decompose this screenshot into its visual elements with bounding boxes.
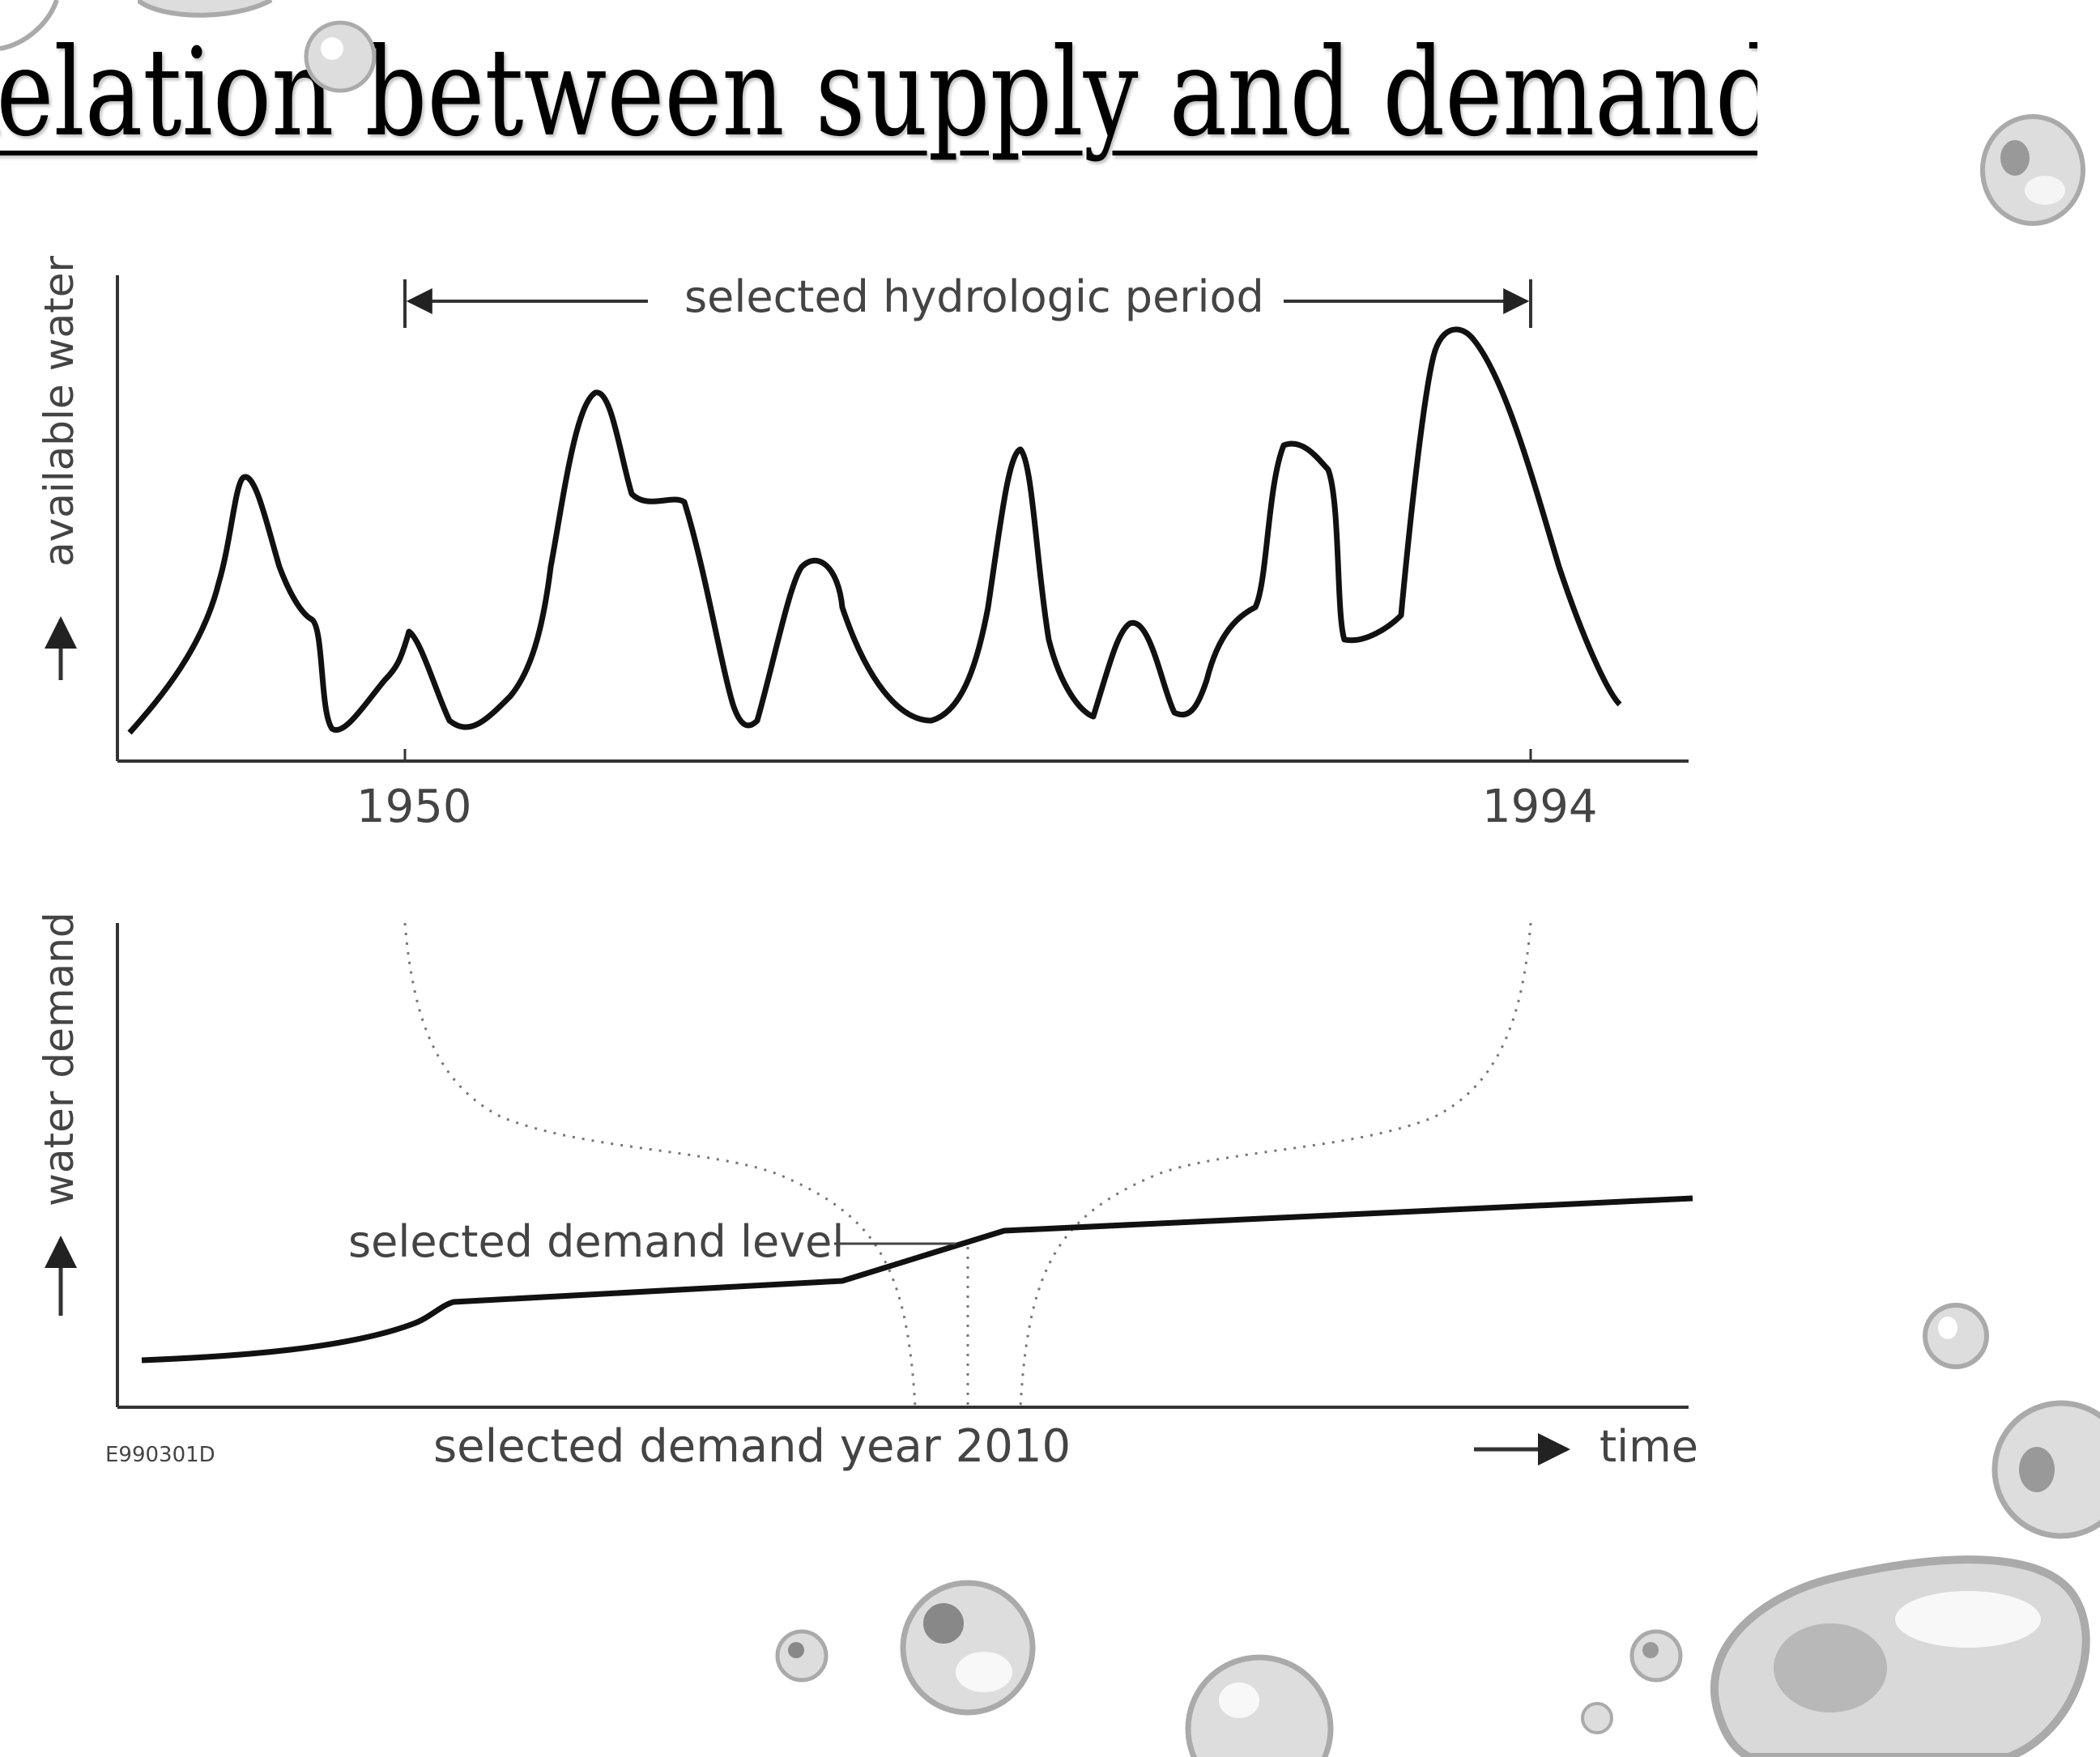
water-droplet-icon [1581, 1702, 1613, 1734]
water-droplet-icon [0, 0, 59, 51]
water-droplet-icon [304, 20, 377, 93]
available-water-curve [127, 326, 1622, 735]
figure-code: E990301D [105, 1443, 215, 1467]
tick-label-1994: 1994 [1482, 781, 1598, 833]
slide-title-text: Relation between supply and demand [0, 32, 1757, 164]
water-droplet-icon [1629, 1629, 1683, 1683]
water-droplet-icon [900, 1580, 1036, 1716]
time-axis-label: time [1599, 1421, 1698, 1472]
water-droplet-icon [1980, 114, 2085, 226]
water-droplet-icon [138, 0, 273, 18]
water-droplet-icon [1991, 1400, 2100, 1539]
tick-label-1950: 1950 [356, 781, 472, 833]
hydrologic-period-label: selected hydrologic period [684, 271, 1264, 322]
water-droplet-icon [775, 1629, 828, 1683]
water-droplet-icon [1923, 1303, 1989, 1369]
dotted-envelope-curves [403, 922, 1532, 1408]
bottom-panel: water demand selected demand level E9903… [36, 912, 1698, 1473]
selected-demand-level-label: selected demand level [348, 1216, 844, 1267]
selected-demand-year-label: selected demand year 2010 [433, 1420, 1071, 1473]
slide-title: Relation between supply and demand [0, 32, 1757, 168]
bottom-y-axis-label: water demand [36, 912, 83, 1206]
water-droplet-icon [1185, 1654, 1334, 1757]
top-panel: available water selected hydrologic peri… [36, 256, 1689, 833]
water-demand-curve [141, 1195, 1693, 1363]
hydrologic-period-bracket [403, 279, 1532, 328]
top-y-axis-label: available water [36, 256, 83, 567]
water-droplet-icon [1710, 1555, 2090, 1757]
